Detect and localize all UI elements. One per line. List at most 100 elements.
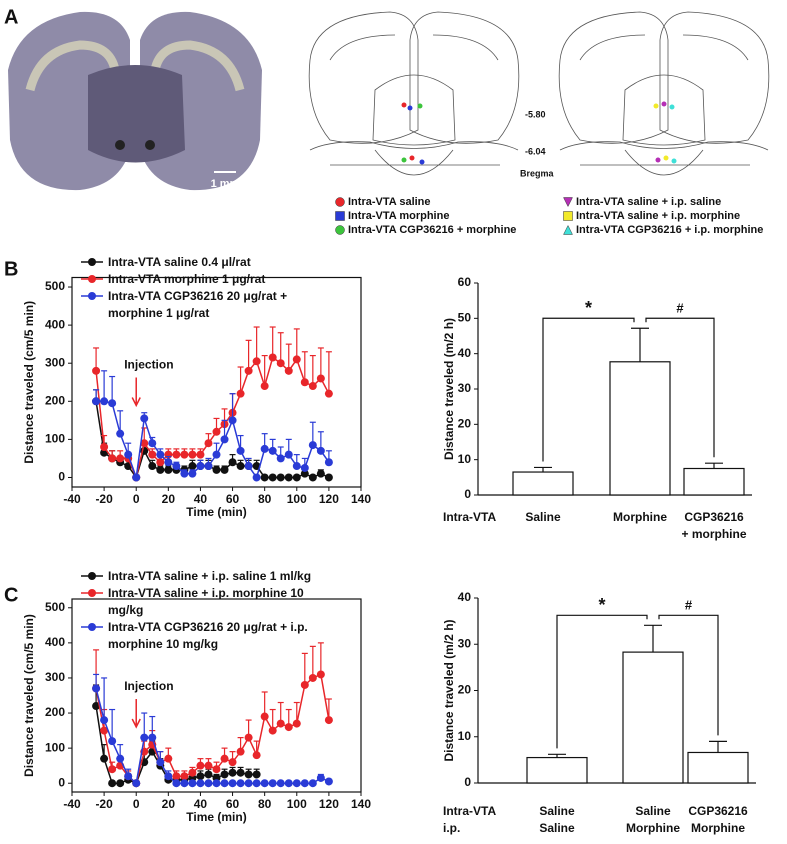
legend-marker xyxy=(563,197,573,208)
data-point xyxy=(292,462,301,471)
data-point xyxy=(252,770,261,779)
brain-slice-photo xyxy=(8,11,262,191)
annotation: Injection xyxy=(124,358,173,372)
y-axis-label: Distance traveled (cm/5 min) xyxy=(22,301,36,464)
data-point xyxy=(284,779,293,788)
data-point xyxy=(156,458,165,467)
bar xyxy=(622,651,684,784)
category-label: Morphine xyxy=(691,821,745,835)
data-point xyxy=(324,389,333,398)
x-tick-label: 20 xyxy=(162,797,176,811)
legend-marker xyxy=(563,211,573,221)
data-point xyxy=(300,779,309,788)
data-point xyxy=(92,397,101,406)
x-tick-label: 100 xyxy=(287,492,307,506)
bar xyxy=(687,751,749,784)
significance-label: # xyxy=(676,301,684,316)
data-point xyxy=(140,414,149,423)
plot-frame xyxy=(71,276,362,488)
y-tick-label: 20 xyxy=(458,417,472,431)
legend-item: Intra-VTA saline + i.p. morphine 10 mg/k… xyxy=(80,585,360,619)
legend-swatch xyxy=(81,589,103,597)
data-point xyxy=(212,465,221,474)
row-label: Intra-VTA xyxy=(443,804,496,818)
significance-label: # xyxy=(685,598,693,613)
x-tick-label: -40 xyxy=(63,797,81,811)
x-tick-label: 40 xyxy=(194,492,208,506)
legend-label: Intra-VTA saline 0.4 μl/rat xyxy=(108,255,251,269)
data-point xyxy=(108,454,117,463)
data-point xyxy=(236,747,245,756)
y-tick-label: 0 xyxy=(58,775,65,789)
significance-bracket xyxy=(556,614,648,749)
y-tick-label: 300 xyxy=(45,670,65,684)
data-point xyxy=(308,779,317,788)
data-point xyxy=(268,726,277,735)
data-point xyxy=(228,779,237,788)
y-tick-label: 0 xyxy=(58,470,65,484)
bar xyxy=(512,471,574,496)
row-label: i.p. xyxy=(443,821,460,835)
data-point xyxy=(276,473,285,482)
data-point xyxy=(180,779,189,788)
significance-bracket xyxy=(645,317,715,458)
data-point xyxy=(164,754,173,763)
scale-bar-label: 1 mm xyxy=(211,178,240,190)
data-point xyxy=(236,462,245,471)
data-point xyxy=(204,761,213,770)
legend-label: Intra-VTA saline + i.p. morphine 10 mg/k… xyxy=(108,586,304,617)
legend-swatch xyxy=(81,572,103,580)
data-point xyxy=(244,770,253,779)
data-point xyxy=(116,779,125,788)
y-tick-label: 10 xyxy=(458,729,472,743)
data-point xyxy=(148,462,157,471)
data-point xyxy=(260,779,269,788)
data-point xyxy=(124,772,133,781)
data-point xyxy=(308,673,317,682)
data-point xyxy=(292,719,301,728)
x-tick-label: -20 xyxy=(95,797,113,811)
legend-label: Intra-VTA CGP36216 20 μg/rat + i.p. morp… xyxy=(108,620,308,651)
bar xyxy=(683,467,745,496)
data-point xyxy=(316,773,325,782)
data-point xyxy=(324,716,333,725)
data-point xyxy=(92,366,101,375)
y-tick-label: 30 xyxy=(458,636,472,650)
data-point xyxy=(188,462,197,471)
data-point xyxy=(204,779,213,788)
y-tick-label: 40 xyxy=(458,590,472,604)
data-point xyxy=(212,427,221,436)
legend-marker xyxy=(88,589,96,597)
panel-label: A xyxy=(4,6,18,28)
data-point xyxy=(196,462,205,471)
data-point xyxy=(220,754,229,763)
significance-label: * xyxy=(598,595,605,615)
data-point xyxy=(100,397,109,406)
data-point xyxy=(284,723,293,732)
data-point xyxy=(164,465,173,474)
y-tick-label: 40 xyxy=(458,346,472,360)
data-point xyxy=(260,473,269,482)
y-axis-label: Distance traveled (m/2 h) xyxy=(442,619,456,761)
category-label: Saline xyxy=(539,821,575,835)
x-axis-label: Time (min) xyxy=(186,810,246,824)
data-point xyxy=(212,779,221,788)
data-point xyxy=(132,473,141,482)
data-point xyxy=(156,758,165,767)
data-point xyxy=(100,716,109,725)
legend-label: Intra-VTA CGP36216 + i.p. morphine xyxy=(576,224,763,236)
y-tick-label: 100 xyxy=(45,432,65,446)
y-tick-label: 20 xyxy=(458,683,472,697)
data-point xyxy=(276,454,285,463)
legend-swatch xyxy=(81,275,103,283)
legend: Intra-VTA saline 0.4 μl/rat Intra-VTA mor… xyxy=(80,254,360,322)
data-point xyxy=(180,772,189,781)
data-point xyxy=(228,458,237,467)
y-tick-label: 60 xyxy=(458,275,472,289)
y-tick-label: 500 xyxy=(45,600,65,614)
data-point xyxy=(204,462,213,471)
data-point xyxy=(236,446,245,455)
x-tick-label: 0 xyxy=(133,492,140,506)
